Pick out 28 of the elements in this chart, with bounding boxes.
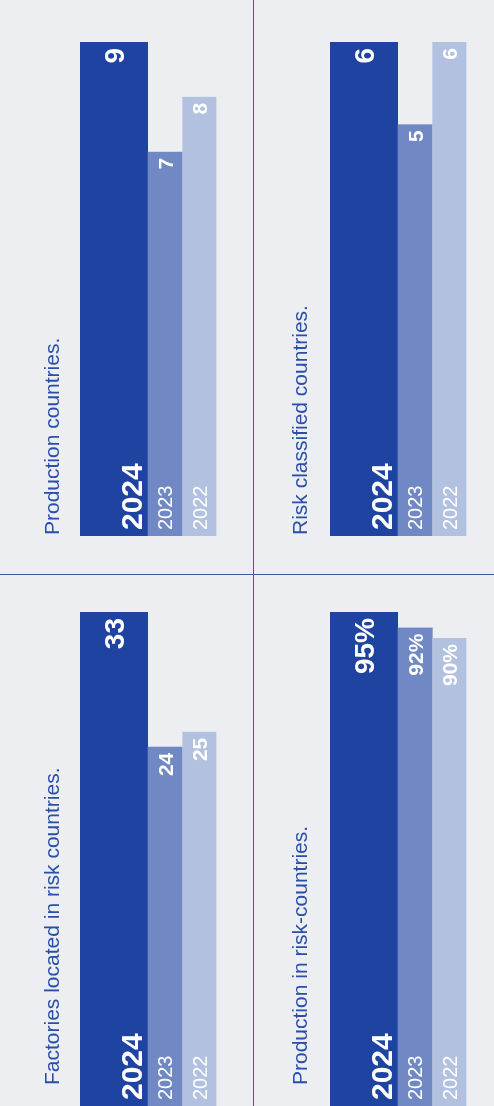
data-label: 8 <box>187 102 211 115</box>
x-tick-label: 2023 <box>154 1055 177 1100</box>
x-tick-label: 2024 <box>364 462 398 530</box>
data-label: 7 <box>153 157 177 170</box>
x-tick-label: 2022 <box>188 1055 211 1100</box>
text: Production countries. <box>40 337 64 535</box>
x-tick-label: 2022 <box>438 485 461 530</box>
x-tick-label: 2022 <box>188 485 211 530</box>
x-tick-label: 2024 <box>114 462 148 530</box>
data-label: 9 <box>99 48 131 64</box>
x-tick-label: 2023 <box>404 1055 427 1100</box>
data-label: 6 <box>437 48 461 60</box>
text: Factories located in risk countries. <box>40 767 64 1085</box>
text: Risk classified countries. <box>288 305 312 535</box>
x-tick-label: 2024 <box>114 1032 148 1100</box>
data-label: 33 <box>99 618 131 650</box>
data-label: 95% <box>349 617 381 675</box>
data-label: 25 <box>187 737 211 762</box>
data-label: 5 <box>403 130 427 143</box>
x-tick-label: 2024 <box>364 1032 398 1100</box>
x-tick-label: 2023 <box>404 485 427 530</box>
x-tick-label: 2023 <box>154 485 177 530</box>
data-label: 24 <box>153 752 177 777</box>
data-label: 92% <box>403 633 427 676</box>
data-label: 90% <box>437 643 461 687</box>
data-label: 6 <box>349 48 381 64</box>
x-tick-label: 2022 <box>438 1055 461 1100</box>
text: Production in risk-countries. <box>288 825 312 1085</box>
